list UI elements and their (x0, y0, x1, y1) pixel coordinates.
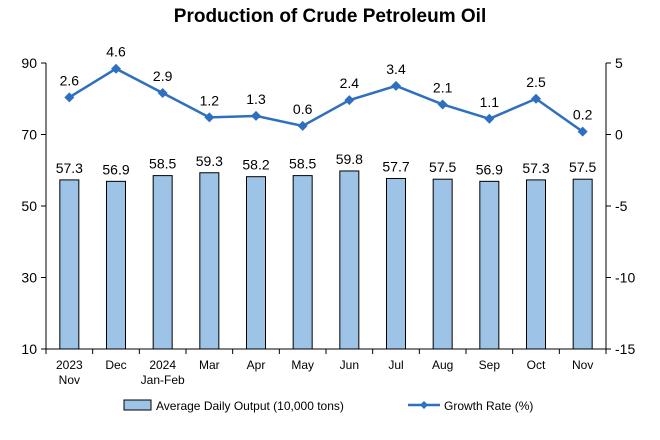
y-left-tick-label: 10 (21, 341, 37, 357)
bar-value-label: 57.5 (569, 159, 596, 175)
x-tick-label: May (291, 358, 314, 372)
x-tick-label: Nov (572, 358, 593, 372)
growth-rate-point (297, 120, 308, 131)
bar-value-label: 57.3 (522, 160, 549, 176)
y-right-tick-label: -15 (615, 341, 635, 357)
bar-value-label: 56.9 (476, 161, 503, 177)
growth-rate-value-label: 2.5 (526, 74, 546, 90)
bar (292, 175, 313, 350)
growth-rate-value-label: 3.4 (386, 61, 406, 77)
growth-rate-point (484, 113, 495, 124)
x-tick-label: Nov (59, 373, 80, 387)
x-tick-label: Oct (527, 358, 546, 372)
y-left-tick-label: 30 (21, 270, 37, 286)
bar-value-label: 57.3 (56, 160, 83, 176)
bar (432, 178, 453, 350)
bar-value-label: 59.8 (336, 151, 363, 167)
growth-rate-value-label: 1.1 (480, 94, 500, 110)
legend-label-bar: Average Daily Output (10,000 tons) (156, 399, 344, 413)
growth-rate-value-label: 0.6 (293, 101, 313, 117)
growth-rate-point (437, 99, 448, 110)
bar-value-label: 57.5 (429, 159, 456, 175)
bar-value-label: 59.3 (196, 153, 223, 169)
y-right-tick-label: -10 (615, 270, 635, 286)
y-left-tick-label: 50 (21, 198, 37, 214)
bar-value-label: 58.5 (289, 156, 316, 172)
growth-rate-value-label: 1.3 (246, 91, 266, 107)
y-left-tick-label: 70 (21, 127, 37, 143)
growth-rate-point (344, 95, 355, 106)
bar-value-label: 56.9 (102, 161, 129, 177)
growth-rate-point (251, 110, 261, 121)
growth-rate-point (391, 80, 401, 91)
growth-rate-value-label: 2.4 (340, 75, 360, 91)
bar-value-label: 58.2 (242, 157, 269, 173)
growth-rate-point (157, 88, 168, 99)
y-left-tick-label: 90 (21, 55, 37, 71)
legend-swatch-bar (123, 399, 152, 411)
growth-rate-point (64, 92, 75, 103)
growth-rate-value-label: 0.2 (573, 107, 593, 123)
growth-rate-value-label: 2.9 (153, 68, 173, 84)
bar (479, 180, 500, 350)
growth-rate-value-label: 2.6 (60, 72, 80, 88)
legend-label-line: Growth Rate (%) (444, 399, 533, 413)
bar (246, 176, 266, 350)
growth-rate-point (531, 93, 541, 104)
x-tick-label: Dec (105, 358, 126, 372)
growth-rate-value-label: 4.6 (106, 44, 126, 60)
growth-rate-value-label: 1.2 (200, 92, 220, 108)
growth-rate-point (111, 63, 121, 74)
bar (199, 172, 220, 350)
x-tick-label: Aug (432, 358, 453, 372)
y-right-tick-label: 0 (615, 127, 623, 143)
bar (339, 170, 360, 350)
x-tick-label: 2023 (56, 358, 83, 372)
legend-swatch-marker (420, 401, 428, 409)
chart-title: Production of Crude Petroleum Oil (173, 6, 487, 27)
x-tick-label: Jul (388, 358, 403, 372)
bar (152, 175, 173, 350)
x-tick-label: 2024 (149, 358, 176, 372)
x-tick-label: Jun (340, 358, 359, 372)
x-tick-label: Mar (199, 358, 220, 372)
growth-rate-value-label: 2.1 (433, 79, 453, 95)
growth-rate-line (68, 67, 584, 133)
bar (526, 179, 546, 350)
bar (59, 179, 80, 350)
bar-value-label: 58.5 (149, 156, 176, 172)
bar (386, 177, 406, 350)
x-tick-label: Jan-Feb (141, 373, 185, 387)
y-right-tick-label: -5 (615, 198, 628, 214)
x-tick-label: Apr (247, 358, 266, 372)
y-right-tick-label: 5 (615, 55, 623, 71)
bar-value-label: 57.7 (382, 158, 409, 174)
growth-rate-point (204, 112, 215, 123)
bar (106, 180, 126, 350)
x-tick-label: Sep (479, 358, 501, 372)
bar (572, 178, 593, 350)
growth-rate-point (577, 126, 588, 137)
